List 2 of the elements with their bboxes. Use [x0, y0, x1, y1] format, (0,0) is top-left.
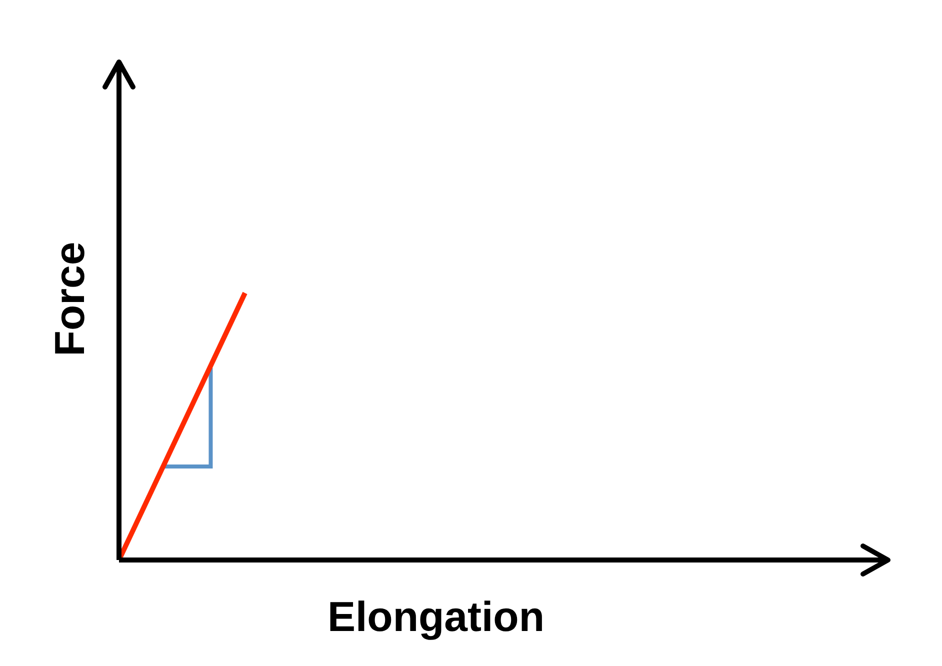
- y-axis-title: Force: [46, 242, 93, 356]
- x-axis-title: Elongation: [328, 593, 544, 640]
